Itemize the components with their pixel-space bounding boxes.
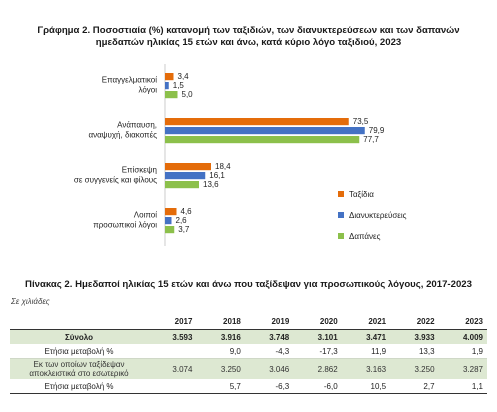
bar-spending — [165, 91, 178, 99]
bar-trips — [165, 163, 211, 171]
table-cell: 2.862 — [293, 358, 342, 379]
table-header-year: 2019 — [244, 313, 294, 330]
data-label: 2,6 — [176, 216, 188, 225]
bar-spending — [165, 181, 199, 189]
data-label: 3,7 — [178, 225, 190, 234]
category-label: Επίσκεψη — [122, 166, 157, 175]
data-label: 3,4 — [178, 72, 190, 81]
table-row-total: Σύνολο 3.593 3.916 3.748 3.101 3.471 3.9… — [10, 329, 487, 344]
table-cell: 11,9 — [341, 344, 391, 359]
table-cell: -6,3 — [244, 379, 294, 394]
table-cell: 4.009 — [438, 329, 487, 344]
data-label: 79,9 — [369, 126, 385, 135]
legend-label-nights: Διανυκτερεύσεις — [349, 210, 407, 220]
data-label: 77,7 — [363, 135, 379, 144]
data-label: 4,6 — [181, 207, 193, 216]
table-row-domestic: Εκ των οποίων ταξίδεψαν αποκλειστικά στο… — [10, 358, 487, 379]
legend-item-trips: Ταξίδια — [338, 189, 406, 199]
table-row-change-domestic: Ετήσια μεταβολή % 5,7 -6,3 -6,0 10,5 2,7… — [10, 379, 487, 394]
data-label: 73,5 — [353, 117, 369, 126]
row-label: Ετήσια μεταβολή % — [10, 344, 148, 359]
chart-title: Γράφημα 2. Ποσοστιαία (%) κατανομή των τ… — [10, 25, 487, 49]
bar-nights — [165, 82, 169, 90]
table-cell: 3.101 — [293, 329, 342, 344]
legend-item-nights: Διανυκτερεύσεις — [338, 210, 406, 220]
row-label: Σύνολο — [10, 329, 148, 344]
row-label-line2: αποκλειστικά στο εσωτερικό — [29, 369, 129, 378]
table-unit: Σε χιλιάδες — [11, 297, 50, 306]
table-cell: 13,3 — [390, 344, 439, 359]
table-cell: 1,1 — [438, 379, 487, 394]
category-label: Επαγγελματικοί — [102, 76, 157, 85]
chart-title-line1: Γράφημα 2. Ποσοστιαία (%) κατανομή των τ… — [37, 25, 460, 36]
legend-swatch-spending — [338, 233, 344, 239]
data-table: 2017 2018 2019 2020 2021 2022 2023 Σύνολ… — [10, 313, 487, 394]
row-label: Ετήσια μεταβολή % — [10, 379, 148, 394]
table-header-year: 2022 — [390, 313, 439, 330]
table-header-year: 2023 — [438, 313, 487, 330]
bar-nights — [165, 172, 206, 180]
table-cell: 1,9 — [438, 344, 487, 359]
table-cell: -6,0 — [293, 379, 342, 394]
legend-label-spending: Δαπάνες — [349, 231, 381, 241]
table-cell: 3.748 — [244, 329, 294, 344]
category-label: σε συγγενείς και φίλους — [74, 176, 157, 185]
table-cell: 2,7 — [390, 379, 439, 394]
category-label: Ανάπαυση, — [117, 121, 157, 130]
legend-item-spending: Δαπάνες — [338, 231, 406, 241]
data-label: 13,6 — [203, 180, 219, 189]
legend-swatch-nights — [338, 212, 344, 218]
legend-label-trips: Ταξίδια — [349, 189, 374, 199]
table-cell: 3.471 — [341, 329, 391, 344]
table-cell: 3.287 — [438, 358, 487, 379]
row-label: Εκ των οποίων ταξίδεψαν αποκλειστικά στο… — [10, 358, 148, 379]
table-cell — [148, 379, 197, 394]
chart-legend: Ταξίδια Διανυκτερεύσεις Δαπάνες — [338, 189, 406, 252]
table-cell: 3.916 — [196, 329, 245, 344]
table-header-year: 2017 — [148, 313, 197, 330]
category-label: λόγοι — [138, 86, 157, 95]
category-label: Λοιποί — [134, 211, 157, 220]
table-cell: 3.163 — [341, 358, 391, 379]
data-label: 1,5 — [173, 81, 185, 90]
table-header-year: 2018 — [196, 313, 245, 330]
table-header-corner — [10, 313, 148, 330]
chart-title-line2: ημεδαπών ηλικίας 15 ετών και άνω, κατά κ… — [95, 37, 402, 48]
data-label: 5,0 — [182, 90, 194, 99]
legend-swatch-trips — [338, 191, 344, 197]
table-cell: 3.074 — [148, 358, 197, 379]
table-cell: 3.046 — [244, 358, 294, 379]
table-cell: 9,0 — [196, 344, 245, 359]
data-label: 18,4 — [215, 162, 231, 171]
table-cell: 3.250 — [390, 358, 439, 379]
bar-nights — [165, 127, 365, 135]
table-title: Πίνακας 2. Ημεδαποί ηλικίας 15 ετών και … — [25, 279, 472, 290]
table-cell: -17,3 — [293, 344, 342, 359]
table-header-year: 2020 — [293, 313, 342, 330]
bar-trips — [165, 73, 174, 81]
table-cell: -4,3 — [244, 344, 294, 359]
table-cell: 5,7 — [196, 379, 245, 394]
category-label: αναψυχή, διακοπές — [89, 131, 158, 140]
bar-spending — [165, 226, 175, 234]
table-row-change-total: Ετήσια μεταβολή % 9,0 -4,3 -17,3 11,9 13… — [10, 344, 487, 359]
table-cell: 10,5 — [341, 379, 391, 394]
bar-nights — [165, 217, 172, 225]
bar-spending — [165, 136, 360, 144]
bar-trips — [165, 208, 177, 216]
table-cell — [148, 344, 197, 359]
table-cell: 3.933 — [390, 329, 439, 344]
row-label-line1: Εκ των οποίων ταξίδεψαν — [33, 360, 125, 369]
table-header-year: 2021 — [341, 313, 391, 330]
category-label: προσωπικοί λόγοι — [93, 221, 157, 230]
table-header-row: 2017 2018 2019 2020 2021 2022 2023 — [10, 313, 487, 330]
table-cell: 3.593 — [148, 329, 197, 344]
data-label: 16,1 — [209, 171, 225, 180]
bar-trips — [165, 118, 349, 126]
table-cell: 3.250 — [196, 358, 245, 379]
